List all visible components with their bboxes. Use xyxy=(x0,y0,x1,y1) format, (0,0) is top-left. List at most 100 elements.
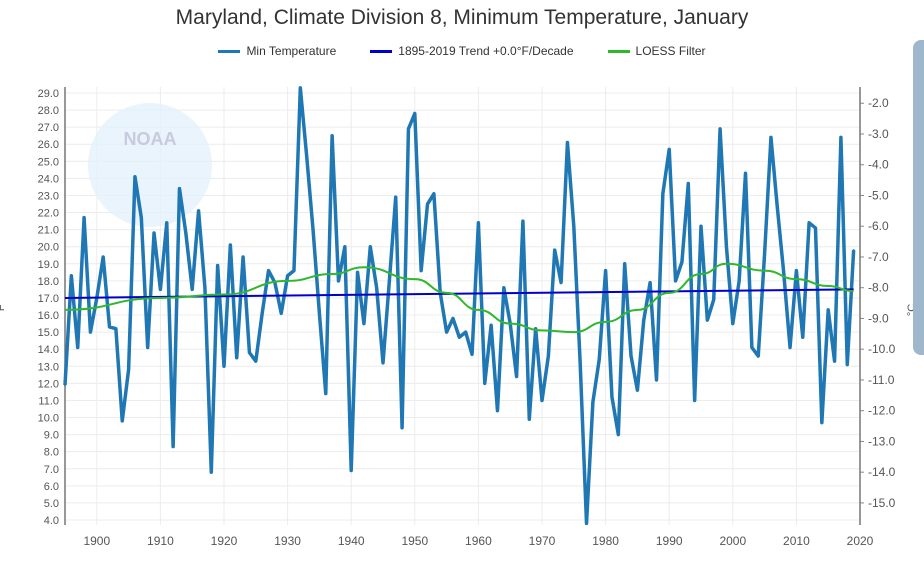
data-point-1940 xyxy=(350,469,353,472)
noaa-logo xyxy=(88,103,212,227)
y-tick-label: 28.0 xyxy=(38,105,59,117)
data-point-1909 xyxy=(153,232,156,235)
y-tick-label: 24.0 xyxy=(38,173,59,185)
y2-tick-label: -5.0 xyxy=(868,188,889,202)
y-tick-label: 19.0 xyxy=(38,259,59,271)
y-tick-label: 7.0 xyxy=(44,464,59,476)
data-point-2002 xyxy=(744,172,747,175)
data-point-1970 xyxy=(541,399,543,402)
legend-swatch xyxy=(370,49,393,53)
data-point-1995 xyxy=(700,225,702,228)
data-point-1942 xyxy=(362,322,365,325)
data-point-1962 xyxy=(490,324,493,327)
data-point-1933 xyxy=(305,155,308,158)
data-point-2004 xyxy=(757,355,760,358)
data-point-2003 xyxy=(750,346,753,349)
legend: Min Temperature 1895-2019 Trend +0.0°F/D… xyxy=(0,44,924,58)
x-tick-label: 1900 xyxy=(83,534,110,548)
data-point-1958 xyxy=(464,331,467,334)
data-point-1927 xyxy=(267,269,270,272)
x-tick-label: 2010 xyxy=(783,534,810,548)
data-point-1946 xyxy=(388,279,391,282)
data-point-1981 xyxy=(610,396,613,399)
x-tick-label: 1990 xyxy=(656,534,683,548)
y-tick-label: 13.0 xyxy=(38,361,59,373)
data-point-1921 xyxy=(229,244,232,247)
data-point-1926 xyxy=(261,312,264,315)
data-point-1943 xyxy=(369,245,372,248)
data-point-1935 xyxy=(318,312,321,315)
data-point-1994 xyxy=(693,399,696,402)
data-point-1960 xyxy=(477,221,480,224)
data-point-1963 xyxy=(496,409,499,412)
data-point-1961 xyxy=(483,382,486,385)
data-point-1999 xyxy=(725,245,728,248)
data-point-1939 xyxy=(343,245,346,248)
y2-tick-label: -15.0 xyxy=(868,496,896,510)
data-point-1899 xyxy=(89,331,92,334)
x-tick-label: 1910 xyxy=(147,534,174,548)
data-point-2019 xyxy=(852,249,855,252)
data-point-1993 xyxy=(687,182,690,185)
x-tick-label: 1930 xyxy=(274,534,301,548)
data-point-1951 xyxy=(420,269,423,272)
data-point-2018 xyxy=(846,363,849,366)
data-point-1923 xyxy=(242,255,245,258)
data-point-1956 xyxy=(451,317,454,320)
data-point-1983 xyxy=(623,262,626,265)
data-point-1986 xyxy=(642,319,645,322)
data-point-1973 xyxy=(560,281,563,284)
y2-tick-label: -12.0 xyxy=(868,404,896,418)
data-point-1901 xyxy=(102,255,105,258)
series-loess-line xyxy=(64,262,854,334)
y-tick-label: 29.0 xyxy=(38,88,59,100)
legend-label: Min Temperature xyxy=(246,44,337,58)
x-tick-label: 1920 xyxy=(211,534,238,548)
data-point-1925 xyxy=(254,360,257,363)
x-tick-label: 1960 xyxy=(465,534,492,548)
data-point-1988 xyxy=(655,378,658,381)
data-point-1964 xyxy=(502,286,505,289)
legend-item-trend[interactable]: 1895-2019 Trend +0.0°F/Decade xyxy=(370,44,574,58)
legend-swatch xyxy=(218,49,241,53)
y-tick-label: 23.0 xyxy=(38,190,59,202)
data-point-1922 xyxy=(235,356,238,359)
data-point-1971 xyxy=(547,355,550,358)
y-tick-label: 22.0 xyxy=(38,208,59,220)
data-point-2011 xyxy=(801,336,804,339)
data-point-1955 xyxy=(445,331,448,334)
side-panel-tab[interactable] xyxy=(913,40,924,355)
y-tick-label: 9.0 xyxy=(44,430,59,442)
data-point-1974 xyxy=(566,141,569,144)
data-point-2009 xyxy=(789,346,792,349)
data-point-1896 xyxy=(70,274,73,277)
data-point-1906 xyxy=(133,175,136,178)
legend-item-min-temperature[interactable]: Min Temperature xyxy=(218,44,336,58)
data-point-2000 xyxy=(731,322,734,325)
y-tick-label: 25.0 xyxy=(38,156,59,168)
y2-tick-label: -2.0 xyxy=(868,96,889,110)
data-point-1948 xyxy=(401,426,404,429)
data-point-1980 xyxy=(604,269,607,272)
data-point-1911 xyxy=(165,221,168,224)
legend-item-loess[interactable]: LOESS Filter xyxy=(607,44,706,58)
data-point-1910 xyxy=(159,288,162,291)
data-point-1905 xyxy=(127,368,130,371)
x-tick-label: 1970 xyxy=(529,534,556,548)
y-tick-label: 18.0 xyxy=(38,276,59,288)
x-tick-label: 1950 xyxy=(401,534,428,548)
data-point-1978 xyxy=(591,401,594,404)
data-point-1984 xyxy=(630,355,633,358)
data-point-1996 xyxy=(706,319,709,322)
data-point-1904 xyxy=(121,419,124,422)
data-point-2016 xyxy=(833,360,836,363)
data-point-1945 xyxy=(382,361,384,364)
y-tick-label: 10.0 xyxy=(38,413,59,425)
data-point-1912 xyxy=(172,445,175,448)
data-point-1972 xyxy=(553,249,556,252)
data-point-2013 xyxy=(814,226,817,229)
y-axis-label: °F xyxy=(0,304,7,315)
chart-title: Maryland, Climate Division 8, Minimum Te… xyxy=(175,6,749,29)
data-point-1966 xyxy=(515,375,518,378)
